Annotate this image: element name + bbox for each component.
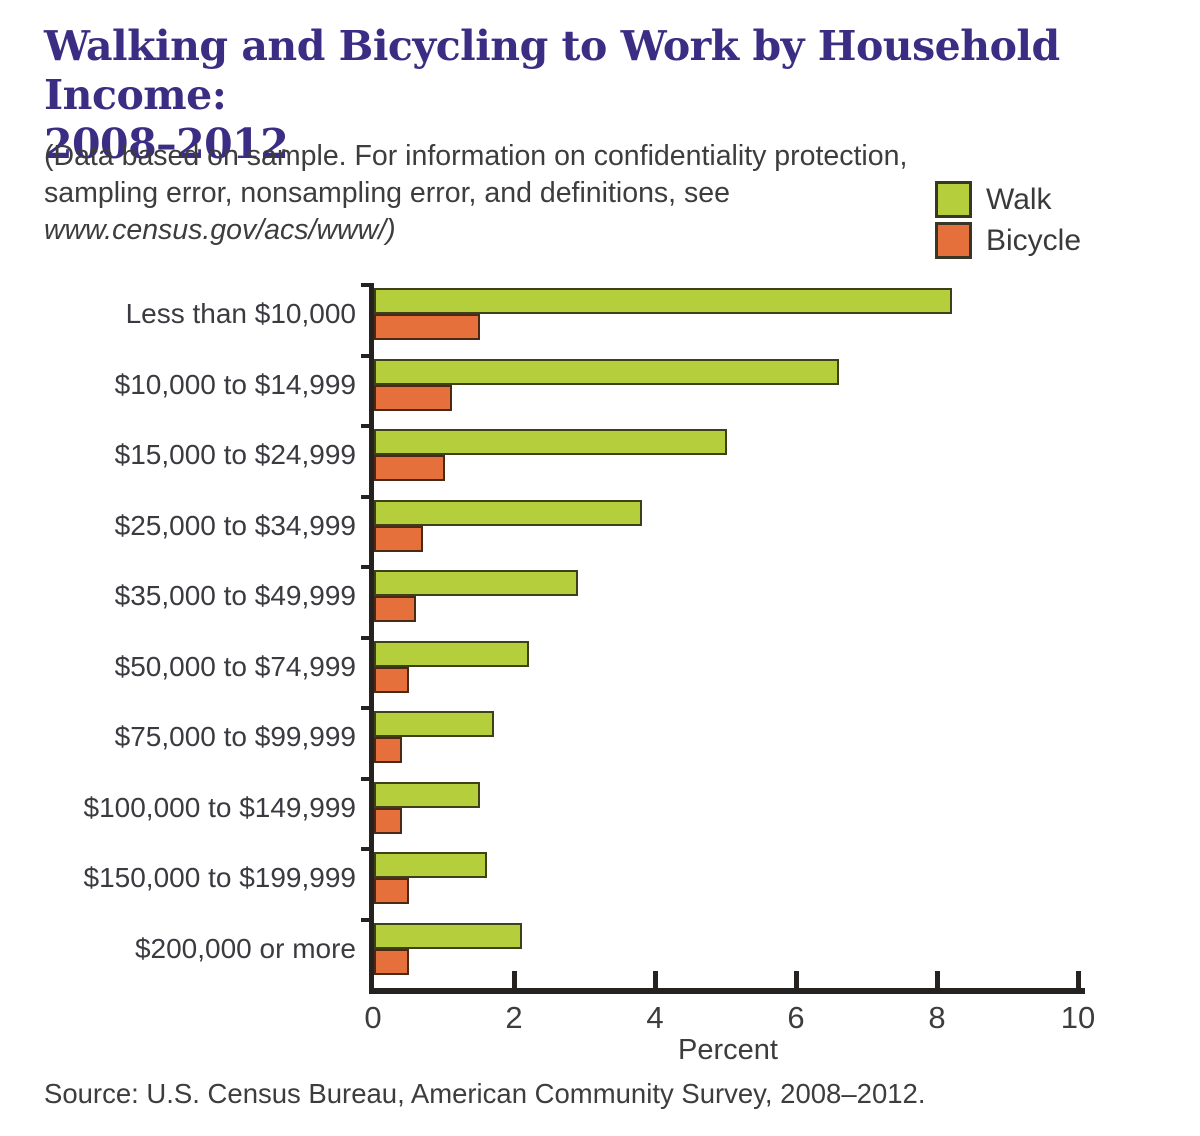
bicycle-bar bbox=[374, 737, 403, 763]
legend-item-walk: Walk bbox=[935, 181, 1081, 218]
walk-bar bbox=[374, 358, 840, 385]
y-axis-line bbox=[369, 283, 374, 993]
walk-bar bbox=[374, 781, 480, 808]
y-group-tick bbox=[361, 917, 370, 922]
bicycle-bar bbox=[374, 948, 410, 975]
legend-label-bicycle: Bicycle bbox=[986, 223, 1082, 257]
bicycle-bar bbox=[374, 878, 410, 904]
x-tick bbox=[1075, 971, 1081, 988]
chart-note: (Data based on sample. For information o… bbox=[44, 138, 924, 249]
y-group-tick bbox=[361, 424, 370, 428]
category-label: Less than $10,000 bbox=[125, 298, 356, 329]
x-tick-label: 10 bbox=[1060, 1000, 1096, 1035]
walk-bar bbox=[374, 711, 494, 737]
x-tick-label: 2 bbox=[505, 1000, 523, 1035]
bicycle-bar bbox=[374, 384, 452, 411]
bicycle-bar bbox=[374, 455, 445, 481]
title-line-1: Walking and Bicycling to Work by Househo… bbox=[44, 22, 1060, 120]
bicycle-swatch-icon bbox=[935, 222, 972, 259]
bicycle-bar bbox=[374, 596, 417, 622]
note-line-1: (Data based on sample. For information o… bbox=[44, 140, 908, 172]
x-tick bbox=[793, 971, 799, 988]
walk-bar bbox=[374, 288, 953, 314]
walk-bar bbox=[374, 640, 530, 667]
y-group-tick bbox=[361, 353, 370, 358]
x-tick-label: 0 bbox=[364, 1000, 382, 1035]
source-note: Source: U.S. Census Bureau, American Com… bbox=[44, 1078, 926, 1109]
walk-bar bbox=[374, 852, 487, 878]
category-label: $200,000 or more bbox=[134, 932, 356, 964]
category-label: $100,000 to $149,999 bbox=[83, 791, 356, 823]
walk-swatch-icon bbox=[935, 181, 972, 218]
x-tick bbox=[652, 971, 658, 988]
y-group-tick bbox=[361, 565, 370, 569]
note-url: www.census.gov/acs/www/) bbox=[44, 214, 396, 247]
category-label: $50,000 to $74,999 bbox=[114, 650, 356, 682]
bicycle-bar bbox=[374, 314, 480, 340]
bicycle-bar bbox=[374, 666, 410, 693]
bicycle-bar bbox=[374, 807, 403, 834]
category-label: $15,000 to $24,999 bbox=[114, 439, 356, 470]
y-group-tick bbox=[361, 776, 370, 781]
x-tick-label: 4 bbox=[646, 1000, 664, 1035]
x-tick bbox=[511, 971, 517, 988]
y-group-tick bbox=[361, 494, 370, 499]
x-axis-title: Percent bbox=[678, 1034, 778, 1066]
page-title: Walking and Bicycling to Work by Househo… bbox=[44, 22, 1174, 170]
y-group-tick bbox=[361, 847, 370, 851]
category-label: $75,000 to $99,999 bbox=[114, 721, 356, 752]
y-group-tick bbox=[361, 283, 370, 287]
y-group-tick bbox=[361, 706, 370, 710]
title-line-2: 2008–2012 bbox=[44, 120, 289, 169]
note-line-2: sampling error, nonsampling error, and d… bbox=[44, 177, 730, 210]
x-tick-label: 6 bbox=[787, 1000, 805, 1035]
bicycle-bar bbox=[374, 525, 424, 552]
y-group-tick bbox=[361, 635, 370, 640]
walk-bar bbox=[374, 922, 523, 949]
x-axis-line bbox=[369, 988, 1085, 994]
category-label: $10,000 to $14,999 bbox=[114, 368, 356, 400]
legend: Walk Bicycle bbox=[935, 181, 1081, 263]
legend-label-walk: Walk bbox=[986, 182, 1052, 216]
x-tick-label: 8 bbox=[928, 1000, 946, 1035]
walk-bar bbox=[374, 570, 579, 596]
category-label: $35,000 to $49,999 bbox=[114, 580, 356, 611]
legend-item-bicycle: Bicycle bbox=[935, 222, 1081, 259]
category-label: $25,000 to $34,999 bbox=[114, 509, 356, 541]
walk-bar bbox=[374, 429, 727, 455]
walk-bar bbox=[374, 499, 642, 526]
x-tick bbox=[934, 971, 940, 988]
category-label: $150,000 to $199,999 bbox=[83, 862, 356, 893]
